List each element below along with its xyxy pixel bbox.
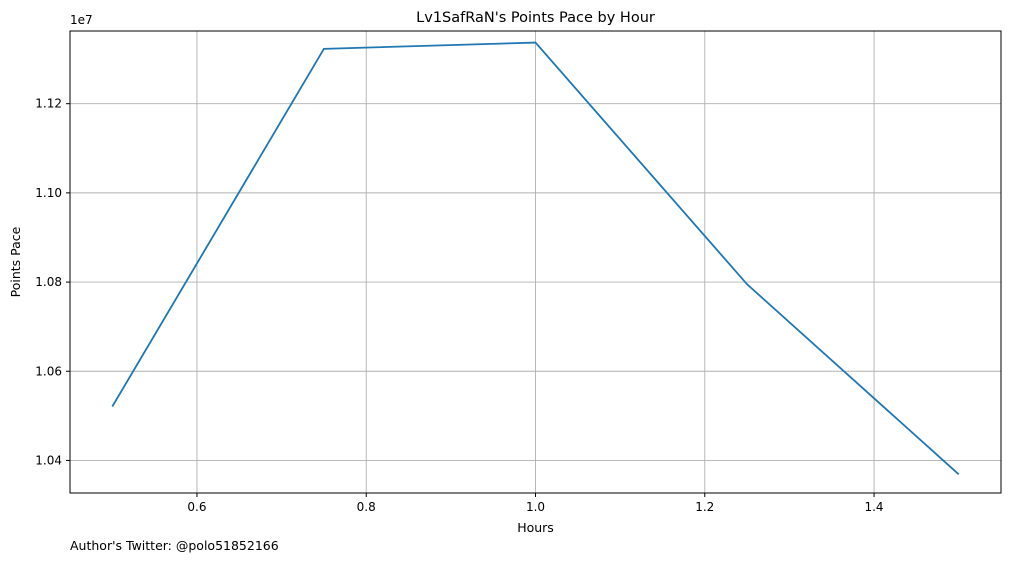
y-tick-label: 1.04 [35,453,62,467]
x-tick-label: 1.0 [526,500,545,514]
x-tick-label: 0.6 [187,500,206,514]
y-tick-label: 1.06 [35,364,62,378]
x-tick-label: 1.4 [864,500,883,514]
y-tick-label: 1.12 [35,97,62,111]
x-tick-label: 1.2 [695,500,714,514]
x-axis-label: Hours [517,520,554,535]
x-tick-label: 0.8 [357,500,376,514]
chart-title: Lv1SafRaN's Points Pace by Hour [416,10,655,26]
grid-lines [70,31,1001,493]
axis-ticks: 0.6 0.8 1.0 1.2 1.4 1.04 1.06 1.08 1.10 1.12 [35,97,883,514]
author-credit: Author's Twitter: @polo51852166 [70,538,279,553]
y-axis-offset-label: 1e7 [70,13,93,27]
series-line-points-pace [111,41,960,475]
y-tick-label: 1.10 [35,186,62,200]
y-tick-label: 1.08 [35,275,62,289]
y-axis-label: Points Pace [8,226,23,297]
